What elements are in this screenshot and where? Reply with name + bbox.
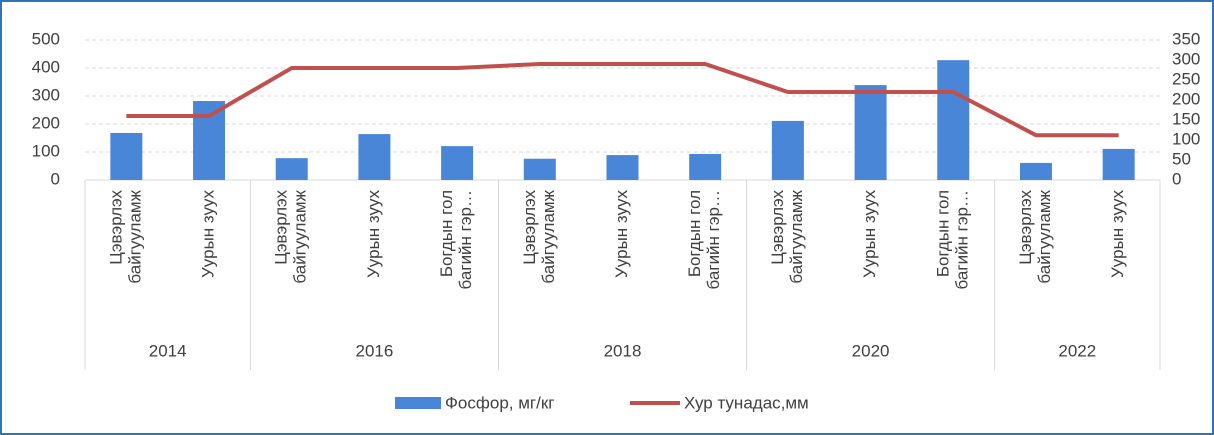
y-tick-label: 400	[32, 57, 60, 76]
legend-label: Фосфор, мг/кг	[445, 393, 554, 412]
y2-tick-label: 250	[1172, 69, 1200, 88]
x-tick-label: багийн гэр…	[952, 190, 971, 289]
y2-tick-label: 150	[1172, 109, 1200, 128]
x-tick-label: байгууламж	[787, 189, 806, 283]
x-tick-label: Цэвэрлэх	[272, 190, 291, 265]
legend-label: Хур тунадас,мм	[684, 393, 809, 412]
y-tick-label: 500	[32, 29, 60, 48]
group-label: 2022	[1058, 341, 1096, 360]
group-label: 2020	[852, 341, 890, 360]
y2-tick-label: 350	[1172, 29, 1200, 48]
x-tick-label: Богдын гол	[437, 190, 456, 277]
y-tick-label: 0	[51, 169, 60, 188]
line	[126, 62, 1119, 138]
x-tick-label: багийн гэр…	[704, 190, 723, 289]
bar	[854, 85, 887, 180]
y2-tick-label: 300	[1172, 49, 1200, 68]
group-label: 2016	[356, 341, 394, 360]
y-tick-label: 100	[32, 141, 60, 160]
x-tick-label: байгууламж	[291, 189, 310, 283]
bar	[523, 158, 556, 180]
bar	[275, 158, 308, 180]
bar	[937, 60, 970, 180]
x-tick-label: Уурын зуух	[860, 190, 879, 278]
group-label: 2014	[149, 341, 187, 360]
x-tick-label: Цэвэрлэх	[768, 190, 787, 265]
group-label: 2018	[604, 341, 642, 360]
bar	[771, 120, 804, 180]
x-tick-label: байгууламж	[539, 189, 558, 283]
x-tick-label: Уурын зуух	[199, 190, 218, 278]
bar	[358, 134, 391, 180]
y-tick-label: 300	[32, 85, 60, 104]
x-tick-label: Уурын зуух	[612, 190, 631, 278]
legend-swatch	[395, 397, 441, 409]
x-tick-label: Богдын гол	[933, 190, 952, 277]
bar	[441, 146, 474, 180]
x-tick-label: байгууламж	[125, 189, 144, 283]
bar	[689, 153, 722, 180]
x-tick-label: Уурын зуух	[1108, 190, 1127, 278]
x-tick-label: байгууламж	[1035, 189, 1054, 283]
x-tick-label: Цэвэрлэх	[1016, 190, 1035, 265]
y2-tick-label: 50	[1172, 149, 1191, 168]
bar	[1019, 162, 1052, 180]
bar	[193, 101, 226, 180]
x-tick-label: Цэвэрлэх	[106, 190, 125, 265]
bar	[1102, 148, 1135, 180]
y2-tick-label: 200	[1172, 89, 1200, 108]
x-tick-label: Богдын гол	[685, 190, 704, 277]
x-tick-label: Цэвэрлэх	[520, 190, 539, 265]
x-tick-label: багийн гэр…	[456, 190, 475, 289]
bar	[606, 155, 639, 180]
y-tick-label: 200	[32, 113, 60, 132]
y2-tick-label: 0	[1172, 169, 1181, 188]
y2-tick-label: 100	[1172, 129, 1200, 148]
x-tick-label: Уурын зуух	[364, 190, 383, 278]
bar	[110, 132, 143, 180]
